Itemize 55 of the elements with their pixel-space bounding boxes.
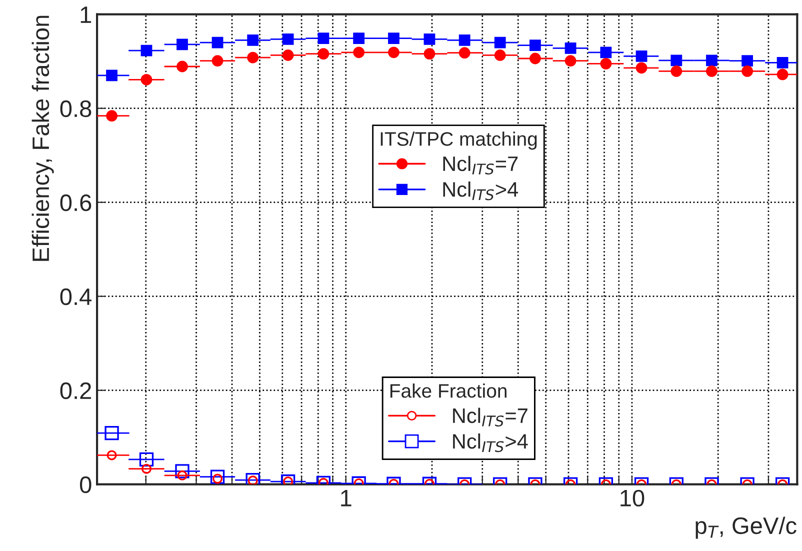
- y-axis-title: Efficiency, Fake fraction: [32, 16, 54, 261]
- point: [530, 40, 541, 52]
- x-tick-label: 10: [620, 490, 644, 507]
- point: [424, 48, 436, 60]
- point: [282, 34, 294, 45]
- y-tick-label: 0.6: [60, 194, 92, 212]
- point: [212, 55, 224, 67]
- y-tick-label: 0.2: [60, 382, 91, 400]
- point: [530, 52, 541, 64]
- point: [282, 50, 294, 61]
- point: [636, 62, 648, 74]
- point: [636, 50, 648, 62]
- point: [600, 58, 612, 70]
- point: [318, 32, 330, 44]
- point: [776, 68, 788, 80]
- point: [140, 44, 152, 56]
- point: [494, 50, 506, 61]
- point: [106, 110, 118, 122]
- point: [212, 36, 224, 48]
- point: [247, 34, 259, 46]
- legend-label: Ncl$_{ITS}$>4: [443, 182, 518, 200]
- point: [706, 54, 718, 66]
- point: [564, 55, 576, 67]
- point: [176, 38, 188, 50]
- point: [353, 32, 365, 44]
- legend-label: Ncl$_{ITS}$>4: [453, 433, 528, 452]
- point: [458, 47, 470, 59]
- point: [776, 57, 788, 68]
- point: [388, 46, 400, 58]
- legend-label: Ncl$_{ITS}$=7: [443, 156, 518, 175]
- point: [176, 60, 188, 72]
- point: [247, 52, 259, 64]
- point: [742, 66, 753, 77]
- y-tick-label: 0.8: [60, 100, 92, 118]
- legend-label: Ncl$_{ITS}$=7: [453, 408, 528, 426]
- point: [458, 34, 470, 46]
- point: [564, 42, 576, 54]
- annotation: ITS/TPC matching: [380, 132, 537, 150]
- point: [706, 66, 718, 77]
- point: [106, 70, 118, 82]
- point: [424, 34, 436, 45]
- y-tick-label: 1: [80, 6, 92, 23]
- point: [494, 36, 506, 48]
- y-tick-label: 0: [80, 476, 92, 494]
- point: [742, 55, 753, 67]
- y-tick-label: 0.4: [60, 288, 92, 306]
- point: [388, 32, 400, 44]
- point: [600, 46, 612, 58]
- point: [670, 66, 682, 77]
- point: [140, 74, 152, 86]
- point: [353, 46, 365, 58]
- annotation: Fake Fraction: [390, 383, 506, 398]
- x-axis-title: p$_{T}$, GeV/c: [696, 516, 796, 539]
- point: [318, 48, 330, 60]
- point: [670, 54, 682, 66]
